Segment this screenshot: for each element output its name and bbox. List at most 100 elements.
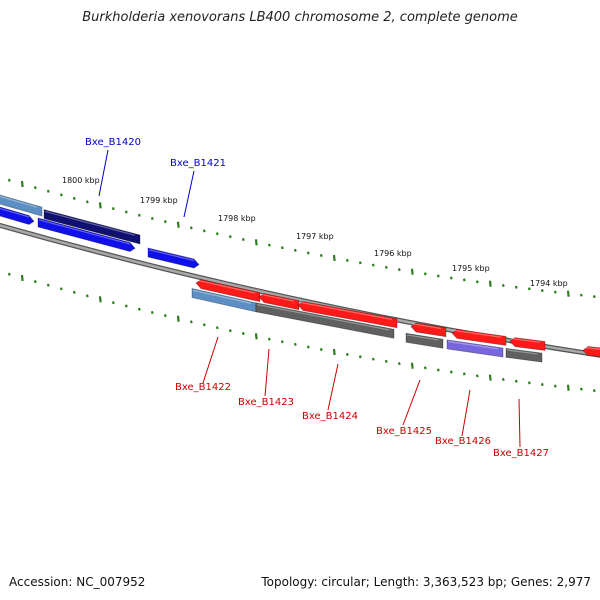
gene-label-reverse[interactable]: Bxe_B1425 — [376, 426, 432, 437]
gene-feature[interactable] — [255, 302, 395, 339]
gene-feature[interactable] — [405, 332, 444, 349]
gene-label-reverse[interactable]: Bxe_B1427 — [493, 448, 549, 459]
scale-tick — [267, 337, 271, 341]
scale-tick — [540, 289, 544, 293]
scale-tick — [306, 345, 310, 349]
gene-feature[interactable] — [509, 337, 546, 351]
scale-tick — [215, 326, 219, 330]
scale-tick — [59, 287, 63, 291]
scale-tick — [59, 193, 63, 197]
scale-label: 1799 kbp — [140, 196, 178, 205]
scale-tick — [384, 265, 388, 269]
scale-tick — [163, 314, 167, 318]
scale-tick — [137, 307, 141, 311]
scale-tick — [527, 287, 531, 291]
gene-feature[interactable] — [582, 346, 600, 358]
gene-sheen — [298, 301, 393, 321]
gene-feature[interactable] — [258, 293, 300, 311]
gene-sheen — [452, 329, 502, 338]
scale-tick — [254, 239, 258, 246]
scale-tick — [46, 189, 50, 193]
gene-sheen — [406, 334, 439, 341]
scale-tick — [306, 251, 310, 255]
gene-labels: Bxe_B1420 Bxe_B1421 Bxe_B1422 Bxe_B1423 Bxe_… — [85, 137, 549, 459]
scale-tick — [566, 290, 570, 297]
scale-label: 1800 kbp — [62, 176, 100, 185]
gene-feature[interactable] — [0, 204, 35, 225]
chromosome-backbone-highlight — [0, 224, 600, 357]
gene-label-line — [518, 398, 521, 448]
scale-tick — [124, 210, 128, 214]
scale-tick — [475, 374, 479, 378]
scale-tick — [553, 384, 557, 388]
gene-label-lines — [98, 149, 521, 448]
gene-sheen — [583, 346, 600, 350]
scale-tick — [462, 372, 466, 376]
gene-label-reverse[interactable]: Bxe_B1424 — [302, 411, 358, 422]
scale-tick — [319, 348, 323, 352]
scale-tick — [202, 323, 206, 327]
scale-tick — [20, 274, 24, 282]
gene-feature[interactable] — [410, 322, 447, 338]
scale-tick — [202, 229, 206, 233]
scale-tick — [176, 315, 180, 322]
gene-label-reverse[interactable]: Bxe_B1422 — [175, 382, 231, 393]
gene-sheen — [411, 323, 442, 330]
scale-tick — [514, 379, 518, 383]
scale-tick — [189, 226, 193, 230]
scale-tick — [319, 254, 323, 258]
gene-sheen — [0, 207, 30, 218]
gene-label-reverse[interactable]: Bxe_B1426 — [435, 436, 491, 447]
gene-feature[interactable] — [0, 192, 43, 217]
scale-tick — [410, 268, 414, 275]
scale-tick — [332, 348, 336, 356]
scale-tick — [358, 261, 362, 265]
gene-label-reverse[interactable]: Bxe_B1423 — [238, 397, 294, 408]
gene-feature[interactable] — [451, 328, 507, 346]
gene-sheen — [259, 293, 295, 302]
gene-feature[interactable] — [147, 247, 200, 269]
gene-feature[interactable] — [195, 279, 261, 303]
scale-tick — [7, 178, 11, 182]
gene-feature[interactable] — [505, 347, 543, 363]
scale-tick — [150, 310, 154, 314]
gene-feature[interactable] — [446, 339, 504, 358]
scale-tick — [72, 196, 76, 200]
scale-tick — [46, 283, 50, 287]
scale-tick — [436, 368, 440, 372]
gene-label-forward[interactable]: Bxe_B1420 — [85, 137, 141, 148]
scale-tick — [7, 272, 11, 276]
scale-tick — [423, 366, 427, 370]
gene-feature[interactable] — [43, 209, 141, 245]
scale-tick — [85, 294, 89, 298]
scale-tick — [540, 383, 544, 387]
scale-tick — [449, 370, 453, 374]
scale-tick — [33, 186, 37, 190]
scale-tick — [501, 283, 505, 287]
scale-tick — [566, 384, 570, 391]
gene-label-line — [202, 336, 219, 384]
scale-tick — [345, 352, 349, 356]
scale-tick — [527, 381, 531, 385]
scale-tick — [85, 200, 89, 204]
scale-tick — [228, 329, 232, 333]
scale-tick — [228, 235, 232, 239]
scale-tick — [462, 278, 466, 282]
scale-tick — [293, 342, 297, 346]
gene-sheen — [506, 349, 538, 355]
scale-tick — [254, 333, 258, 340]
scale-tick — [553, 290, 557, 294]
scale-tick — [215, 232, 219, 236]
scale-label: 1798 kbp — [218, 214, 256, 223]
gene-feature[interactable] — [37, 217, 136, 252]
scale-label: 1795 kbp — [452, 264, 490, 273]
scale-tick — [514, 285, 518, 289]
gene-label-forward[interactable]: Bxe_B1421 — [170, 158, 226, 169]
scale-tick — [98, 296, 102, 303]
scale-tick — [488, 280, 492, 287]
gene-feature[interactable] — [297, 301, 398, 329]
scale-tick — [488, 374, 492, 381]
gene-sheen — [38, 219, 131, 245]
scale-tick — [111, 301, 115, 305]
scale-tick — [384, 359, 388, 363]
